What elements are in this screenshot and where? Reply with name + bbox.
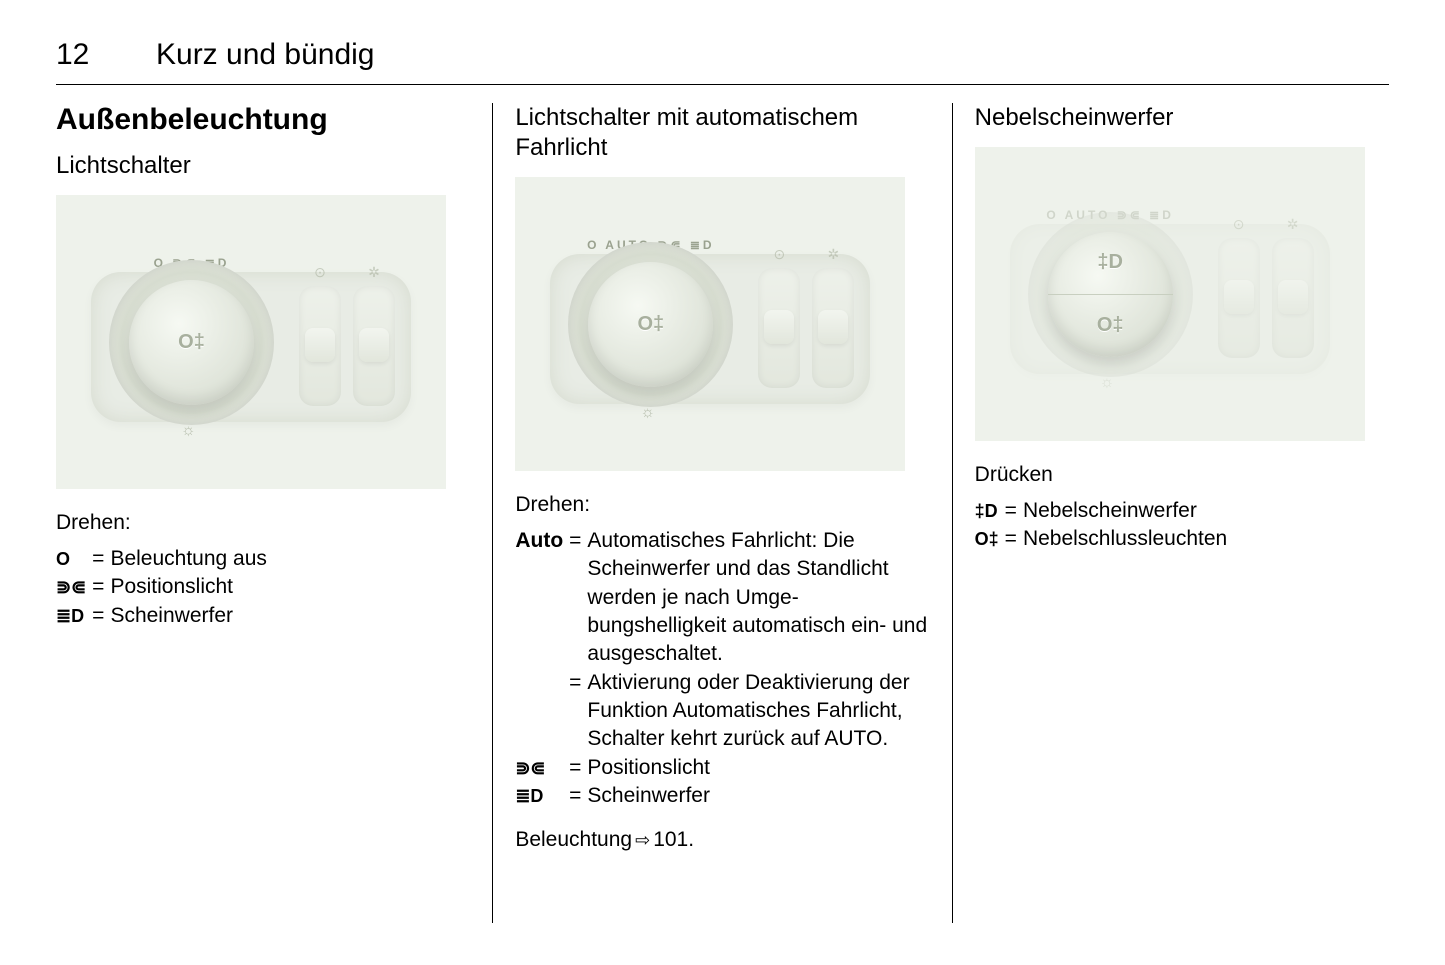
action-label-fog: Drücken xyxy=(975,463,1389,487)
column-3: Nebelscheinwerfer O AUTO ⋑⋐ ≣D ‡D O‡ ☼ ⊙… xyxy=(953,103,1389,923)
definition-list: O = Beleuchtung aus ⋑⋐ = Positionslicht … xyxy=(56,545,267,630)
dash-brightness-slider: ✲ xyxy=(812,268,854,388)
cross-reference: Beleuchtung101. xyxy=(515,828,929,852)
push-knob-fog: ‡D O‡ xyxy=(1048,232,1173,357)
position-light-icon: ⋑⋐ xyxy=(56,575,86,599)
column-2: Lichtschalter mit automatischem Fahrlich… xyxy=(493,103,951,923)
subheading-auto: Lichtschalter mit automatischem Fahrlich… xyxy=(515,103,929,163)
definition-list-fog: ‡D = Nebelscheinwerfer O‡ = Nebelschluss… xyxy=(975,497,1228,554)
low-beam-icon: ≣D xyxy=(515,784,543,808)
def-fog-rear: Nebelschlussleuchten xyxy=(1023,525,1227,553)
column-1: Außenbeleuchtung Lichtschalter O ⋑⋐ ≣D O… xyxy=(56,103,492,923)
key-auto: Auto xyxy=(515,527,569,669)
headlamp-icon: ⊙ xyxy=(299,264,341,281)
headlamp-level-slider: ⊙ xyxy=(1218,238,1260,358)
dash-brightness-slider: ✲ xyxy=(353,286,395,406)
page-header: 12 Kurz und bündig xyxy=(56,38,1389,72)
headlamp-icon: ⊙ xyxy=(758,246,800,263)
brightness-icon: ☼ xyxy=(640,404,655,422)
dash-icon: ✲ xyxy=(1272,216,1314,233)
brightness-icon: ☼ xyxy=(1100,374,1115,392)
diagram-auto-light-switch: O AUTO ⋑⋐ ≣D O‡ ☼ ⊙ ✲ xyxy=(515,177,905,471)
chapter-title: Kurz und bündig xyxy=(156,38,375,72)
position-light-icon: ⋑⋐ xyxy=(515,756,545,780)
fog-rear-icon: O‡ xyxy=(637,313,664,336)
dash-icon: ✲ xyxy=(353,264,395,281)
action-label-auto: Drehen: xyxy=(515,493,929,517)
headlamp-icon: ⊙ xyxy=(1218,216,1260,233)
off-icon: O xyxy=(56,547,78,571)
fog-front-icon: ‡D xyxy=(1097,251,1123,274)
headlamp-level-slider: ⊙ xyxy=(299,286,341,406)
fog-front-icon: ‡D xyxy=(975,499,998,523)
fog-rear-icon: O‡ xyxy=(178,331,205,354)
headlamp-level-slider: ⊙ xyxy=(758,268,800,388)
fog-rear-icon: O‡ xyxy=(1097,314,1124,337)
ref-arrow-icon xyxy=(632,828,653,851)
def-lowbeam: Scheinwerfer xyxy=(110,602,266,630)
def-lowbeam-auto: Scheinwerfer xyxy=(587,782,929,810)
def-position: Positionslicht xyxy=(110,573,266,601)
def-auto: Automatisches Fahrlicht: Die Scheinwerfe… xyxy=(587,527,929,669)
rotary-knob: O‡ xyxy=(129,280,254,405)
def-activate: Aktivierung oder Deaktivie­rung der Funk… xyxy=(587,669,929,754)
page-number: 12 xyxy=(56,38,156,72)
columns: Außenbeleuchtung Lichtschalter O ⋑⋐ ≣D O… xyxy=(56,103,1389,923)
diagram-light-switch: O ⋑⋐ ≣D O‡ ☼ ⊙ ✲ xyxy=(56,195,446,489)
header-rule xyxy=(56,84,1389,85)
rotary-knob-auto: O‡ xyxy=(588,262,713,387)
low-beam-icon: ≣D xyxy=(56,604,84,628)
brightness-icon: ☼ xyxy=(181,422,196,440)
dash-icon: ✲ xyxy=(812,246,854,263)
dash-brightness-slider: ✲ xyxy=(1272,238,1314,358)
def-fog-front: Nebelscheinwerfer xyxy=(1023,497,1227,525)
subheading-fog: Nebelscheinwerfer xyxy=(975,103,1389,133)
subheading-lichtschalter: Lichtschalter xyxy=(56,151,470,181)
action-label: Drehen: xyxy=(56,511,470,535)
definition-list-auto: Auto = Automatisches Fahrlicht: Die Sche… xyxy=(515,527,929,810)
diagram-fog-switch: O AUTO ⋑⋐ ≣D ‡D O‡ ☼ ⊙ ✲ xyxy=(975,147,1365,441)
def-off: Beleuchtung aus xyxy=(110,545,266,573)
def-position-auto: Positionslicht xyxy=(587,754,929,782)
section-title: Außenbeleuchtung xyxy=(56,103,470,137)
key-blank xyxy=(515,669,569,754)
fog-rear-icon: O‡ xyxy=(975,527,999,551)
